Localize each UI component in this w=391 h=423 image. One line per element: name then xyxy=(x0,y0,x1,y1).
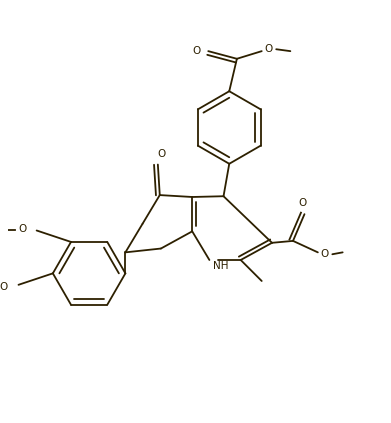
Text: O: O xyxy=(158,149,166,159)
Text: O: O xyxy=(0,282,8,292)
Text: O: O xyxy=(193,46,201,56)
Text: NH: NH xyxy=(213,261,229,271)
Text: O: O xyxy=(264,44,273,54)
Text: O: O xyxy=(298,198,307,209)
Text: O: O xyxy=(321,249,329,259)
Text: O: O xyxy=(18,224,26,233)
